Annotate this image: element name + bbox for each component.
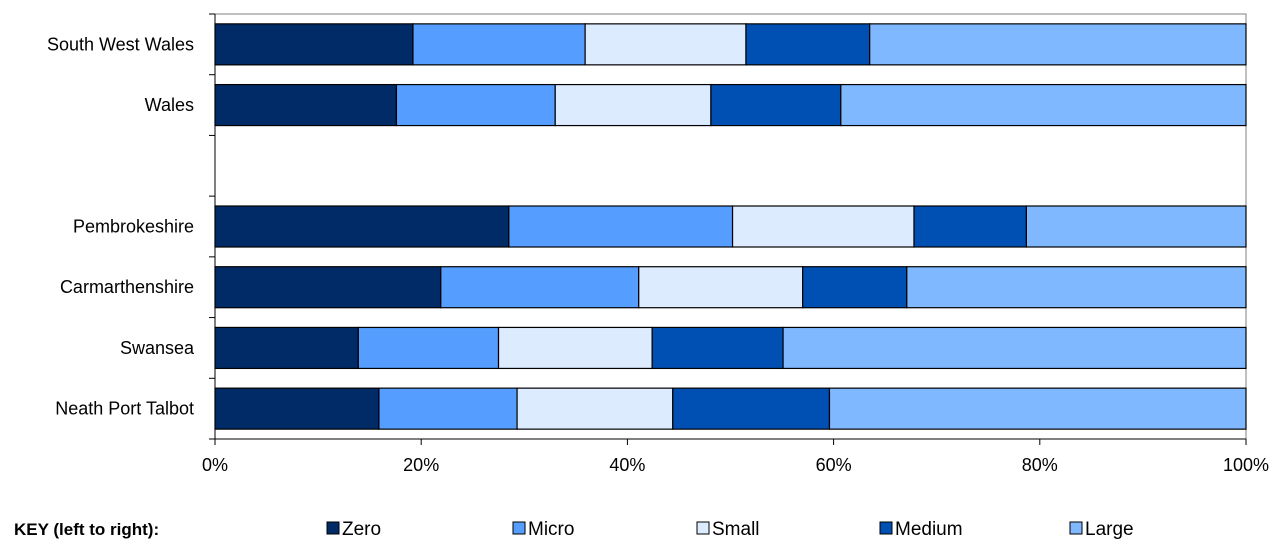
x-tick-label: 100% xyxy=(1223,455,1269,475)
bar-segment-micro xyxy=(395,83,556,127)
legend-swatch-large xyxy=(1069,521,1083,535)
bar-segment-large xyxy=(906,266,1247,309)
legend-label-small: Small xyxy=(712,519,760,540)
bar-segment-large xyxy=(840,83,1247,127)
bar-segment-zero xyxy=(214,266,442,309)
legend-swatch-small xyxy=(696,521,710,535)
bar-segment-micro xyxy=(378,387,518,430)
bar-segment-zero xyxy=(214,83,398,127)
bar-segment-micro xyxy=(412,23,586,66)
category-label: Neath Port Talbot xyxy=(55,399,194,419)
y-axis-ticks xyxy=(209,13,215,440)
bar-segment-small xyxy=(584,23,747,66)
legend-swatch-micro xyxy=(512,521,526,535)
bar-segment-medium xyxy=(672,387,831,430)
bar-segment-medium xyxy=(913,205,1027,248)
legend-items: Zero Micro Small Medium Large xyxy=(326,519,1134,540)
bar-segment-zero xyxy=(214,387,380,430)
x-tick-labels: 0% 20% 40% 60% 80% 100% xyxy=(202,455,1269,475)
bar-segment-medium xyxy=(710,83,842,127)
bar-segment-zero xyxy=(214,23,414,66)
legend-label-zero: Zero xyxy=(342,519,381,540)
category-label: Carmarthenshire xyxy=(60,277,194,297)
bar-segment-medium xyxy=(651,326,784,370)
bar-segment-medium xyxy=(745,23,871,66)
bar-segment-zero xyxy=(214,205,510,248)
bar-segment-medium xyxy=(802,266,908,309)
category-label: Wales xyxy=(145,95,194,115)
bar-segment-large xyxy=(782,326,1247,370)
x-tick-label: 0% xyxy=(202,455,228,475)
legend-swatch-medium xyxy=(879,521,893,535)
legend-title: KEY (left to right): xyxy=(14,520,159,539)
bar-segment-small xyxy=(516,387,674,430)
x-axis-ticks xyxy=(214,439,1247,445)
bar-segment-micro xyxy=(508,205,734,248)
bar-segment-micro xyxy=(440,266,640,309)
x-tick-label: 40% xyxy=(609,455,645,475)
category-label: Pembrokeshire xyxy=(73,217,194,237)
legend-swatch-zero xyxy=(326,521,340,535)
x-tick-label: 60% xyxy=(816,455,852,475)
x-tick-label: 20% xyxy=(403,455,439,475)
bar-segment-small xyxy=(554,83,712,127)
bar-segment-large xyxy=(869,23,1247,66)
legend-label-medium: Medium xyxy=(895,519,963,540)
legend-label-micro: Micro xyxy=(528,519,574,540)
bar-segment-small xyxy=(731,205,915,248)
bar-segment-large xyxy=(828,387,1247,430)
category-label: Swansea xyxy=(120,338,195,358)
bar-segment-micro xyxy=(357,326,500,370)
category-label: South West Wales xyxy=(47,34,194,54)
bar-segment-small xyxy=(497,326,653,370)
bars xyxy=(214,23,1247,430)
bar-segment-large xyxy=(1025,205,1247,248)
category-labels: South West Wales Wales Pembrokeshire Carmar… xyxy=(47,34,195,418)
bar-segment-small xyxy=(638,266,804,309)
x-tick-label: 80% xyxy=(1022,455,1058,475)
legend-label-large: Large xyxy=(1085,519,1134,540)
legend: KEY (left to right): Zero Micro Small Mediu… xyxy=(14,519,1134,540)
plot-area: South West Wales Wales Pembrokeshire Carmar… xyxy=(47,13,1269,475)
bar-segment-zero xyxy=(214,326,359,370)
